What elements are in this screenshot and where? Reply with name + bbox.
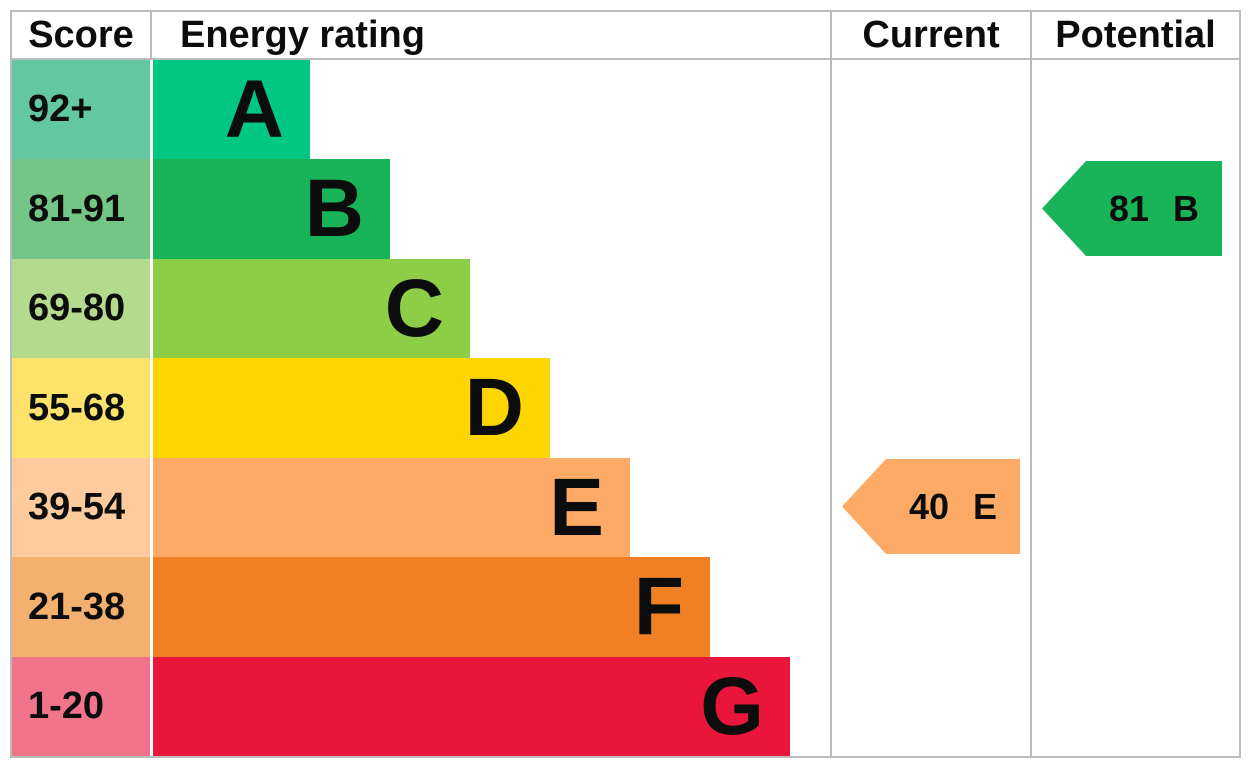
band-letter: B	[304, 163, 364, 254]
band-letter: C	[384, 262, 444, 354]
potential-score-value: 81	[1108, 187, 1150, 229]
band-bar-c: C	[153, 259, 470, 358]
band-letter: D	[464, 362, 524, 453]
band-row-f: 21-38 F	[12, 557, 710, 657]
band-row-b: 81-91 B	[12, 159, 390, 259]
current-column-divider	[830, 10, 832, 758]
potential-rating-arrow: 81 B	[1042, 161, 1222, 256]
score-column-divider	[150, 10, 152, 60]
current-rating-arrow: 40 E	[842, 459, 1020, 554]
score-range-label: 55-68	[28, 386, 126, 429]
band-letter: F	[633, 561, 684, 652]
current-score-value: 40	[908, 485, 950, 527]
score-range-cell-f: 21-38	[12, 557, 150, 657]
band-bar-e: E	[153, 458, 630, 557]
band-bar-f: F	[153, 557, 710, 657]
band-letter: A	[224, 63, 284, 155]
potential-column-header: Potential	[1032, 12, 1239, 58]
score-range-label: 21-38	[28, 585, 126, 628]
band-bar-a: A	[153, 60, 310, 159]
band-row-g: 1-20 G	[12, 657, 790, 756]
score-range-cell-d: 55-68	[12, 358, 150, 458]
band-row-d: 55-68 D	[12, 358, 550, 458]
band-bar-g: G	[153, 657, 790, 756]
band-letter: E	[549, 461, 604, 553]
band-letter: G	[700, 660, 764, 752]
table-frame	[10, 10, 1241, 758]
potential-column-divider	[1030, 10, 1032, 758]
score-range-cell-g: 1-20	[12, 657, 150, 756]
current-column-header: Current	[832, 12, 1030, 58]
score-range-cell-b: 81-91	[12, 159, 150, 259]
score-header-label: Score	[28, 13, 134, 56]
potential-band-letter: B	[1173, 187, 1200, 229]
score-range-label: 81-91	[28, 187, 126, 230]
potential-header-label: Potential	[1055, 13, 1216, 56]
current-header-label: Current	[862, 13, 1000, 56]
band-row-a: 92+ A	[12, 60, 310, 159]
score-range-cell-c: 69-80	[12, 259, 150, 358]
score-range-cell-a: 92+	[12, 60, 150, 159]
band-bar-b: B	[153, 159, 390, 259]
score-column-header: Score	[12, 12, 150, 58]
band-row-c: 69-80 C	[12, 259, 470, 358]
score-range-label: 1-20	[28, 685, 105, 727]
score-range-label: 69-80	[28, 287, 126, 329]
energy-rating-header-label: Energy rating	[180, 13, 425, 56]
current-band-letter: E	[973, 485, 998, 527]
band-bar-d: D	[153, 358, 550, 458]
band-row-e: 39-54 E	[12, 458, 630, 557]
score-range-label: 92+	[28, 88, 93, 130]
header-divider	[10, 58, 1241, 60]
energy-rating-column-header: Energy rating	[153, 12, 553, 58]
score-range-cell-e: 39-54	[12, 458, 150, 557]
score-range-label: 39-54	[28, 486, 126, 528]
